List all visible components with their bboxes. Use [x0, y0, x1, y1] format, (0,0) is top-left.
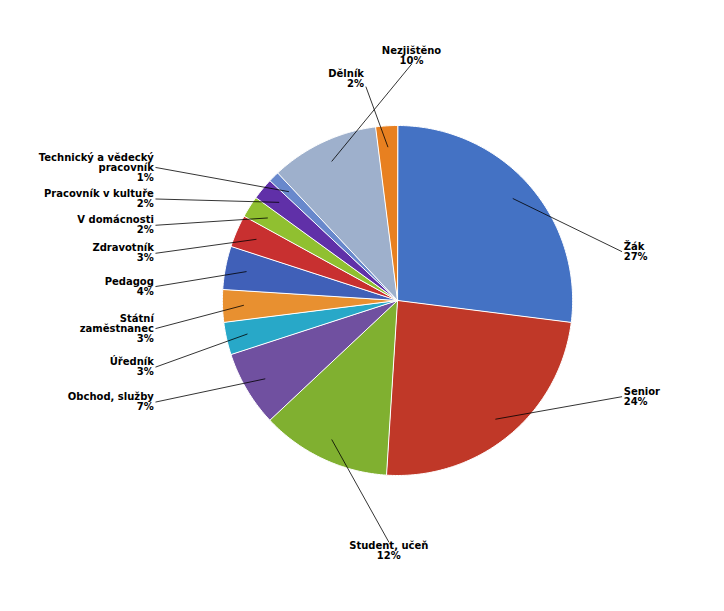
svg-text:Úředník3%: Úředník3%: [110, 355, 155, 377]
svg-text:Technický a vědeckýpracovník1%: Technický a vědeckýpracovník1%: [39, 152, 154, 183]
svg-text:V domácnosti2%: V domácnosti2%: [77, 214, 154, 235]
svg-text:Nezjištěno10%: Nezjištěno10%: [382, 45, 441, 66]
svg-text:Zdravotník3%: Zdravotník3%: [92, 242, 154, 263]
svg-text:Student, učeň12%: Student, učeň12%: [349, 540, 428, 561]
svg-text:Obchod, služby7%: Obchod, služby7%: [68, 391, 154, 412]
svg-text:Dělník2%: Dělník2%: [328, 68, 364, 89]
svg-text:Senior24%: Senior24%: [624, 386, 660, 407]
svg-text:Pracovník v kultuře2%: Pracovník v kultuře2%: [44, 188, 154, 209]
svg-text:Pedagog4%: Pedagog4%: [105, 276, 154, 297]
svg-text:Žák27%: Žák27%: [624, 240, 648, 262]
svg-text:Státnízaměstnanec3%: Státnízaměstnanec3%: [80, 313, 155, 344]
